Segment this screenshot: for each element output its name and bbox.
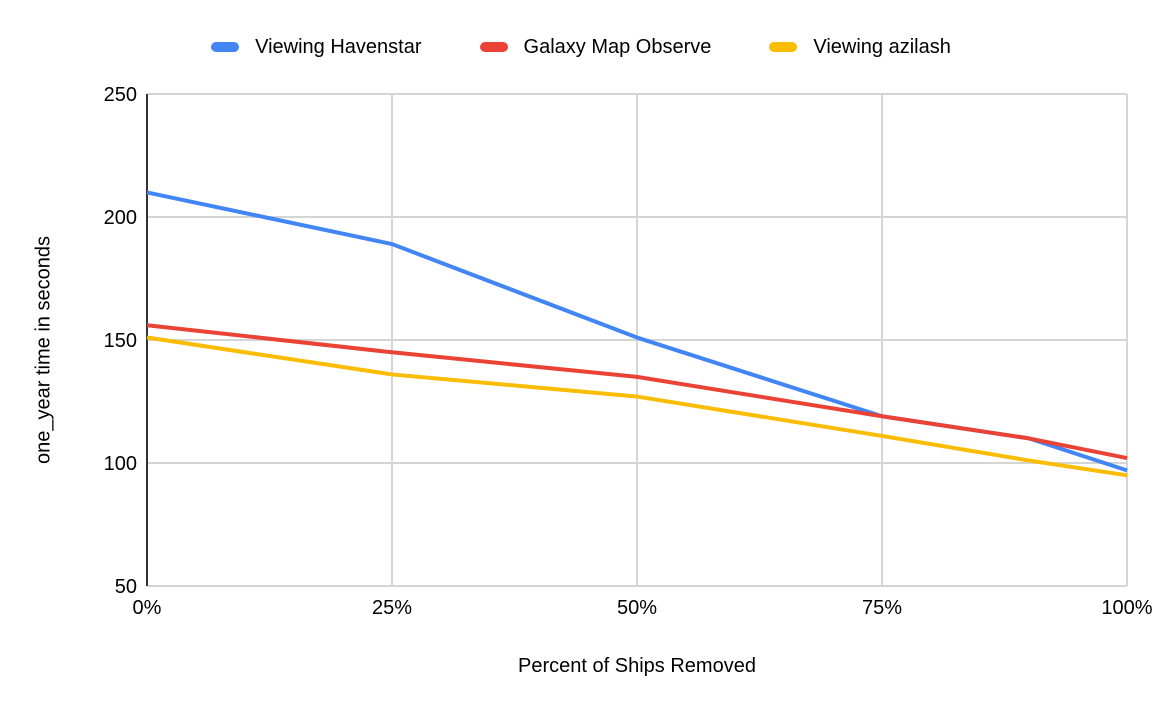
y-tick-label: 100: [104, 453, 137, 475]
x-tick-label: 75%: [862, 597, 902, 619]
legend-swatch: [479, 42, 508, 52]
series-line: [146, 323, 1128, 461]
y-tick-label: 50: [115, 576, 137, 598]
chart-legend: Viewing Havenstar Galaxy Map Observe Viewi…: [0, 34, 1162, 60]
x-tick-label: 100%: [1101, 597, 1152, 619]
legend-label: Galaxy Map Observe: [523, 36, 712, 58]
legend-label: Viewing Havenstar: [255, 36, 422, 58]
legend-label: Viewing azilash: [813, 36, 951, 58]
legend-swatch: [211, 42, 240, 52]
x-tick-label: 0%: [133, 597, 162, 619]
y-axis-title: one_year time in seconds: [32, 236, 55, 464]
legend-swatch: [769, 42, 798, 52]
y-tick-label: 150: [104, 330, 137, 352]
legend-item-2: Galaxy Map Observe: [479, 34, 712, 60]
series-line: [146, 335, 1128, 478]
series-line: [146, 190, 1128, 473]
x-axis-title: Percent of Ships Removed: [518, 655, 756, 677]
y-tick-label: 250: [104, 84, 137, 106]
legend-item-1: Viewing Havenstar: [211, 34, 422, 60]
y-tick-label: 200: [104, 207, 137, 229]
legend-item-3: Viewing azilash: [769, 34, 951, 60]
x-tick-label: 50%: [617, 597, 657, 619]
x-tick-label: 25%: [372, 597, 412, 619]
